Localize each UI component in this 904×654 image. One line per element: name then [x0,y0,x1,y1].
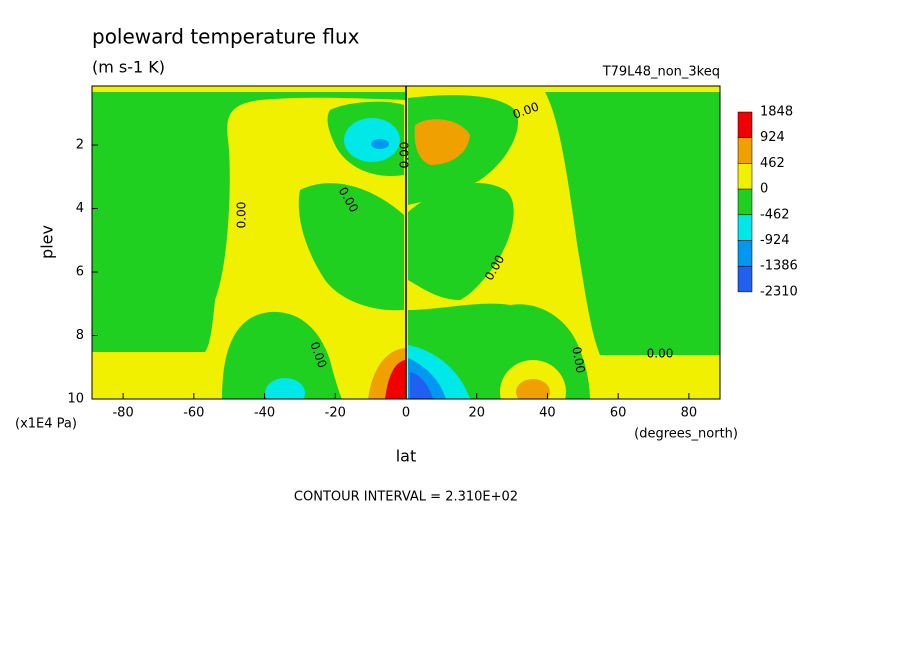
contour-field [92,86,720,399]
region [92,92,405,352]
region [410,372,433,399]
y-tick-label: 8 [76,328,84,343]
colorbar-label: -2310 [760,284,798,299]
colorbar-box [737,214,753,241]
region [298,183,404,311]
contour-label: 0.00 [235,202,249,229]
region [545,92,720,355]
colorbar-box [737,188,753,216]
colorbar-box [737,137,753,164]
colorbar-label: 924 [760,130,785,145]
y-tick-label: 6 [76,265,84,280]
x-tick-label: 40 [539,406,556,421]
region [408,183,514,300]
chart-title: poleward temperature flux [92,25,360,49]
y-tick-label: 2 [76,138,84,153]
colorbar-label: 1848 [760,105,793,120]
colorbar-label: -924 [760,233,790,248]
footer: CONTOUR INTERVAL = 2.310E+02 [294,490,518,505]
x-tick-label: -60 [183,406,204,421]
x-tick-label: 80 [681,406,698,421]
colorbar-box [737,111,753,138]
x-tick-label: -20 [325,406,346,421]
run-label: T79L48_non_3keq [602,65,720,80]
colorbar-label: -1386 [760,259,798,274]
region [371,139,389,149]
colorbar-box [737,240,753,267]
region [385,360,405,399]
colorbar-label: 462 [760,156,785,171]
contour-label: 0.00 [647,347,674,361]
colorbar-label: 0 [760,182,768,197]
region [516,379,550,399]
region [265,378,305,399]
x-unit: (degrees_north) [634,427,738,442]
subtitle: (m s-1 K) [92,58,165,77]
y-axis-label: plev [38,225,57,259]
contour-label: 0.00 [398,142,412,169]
x-tick-label: -80 [112,406,133,421]
x-tick-label: 60 [610,406,627,421]
contour-labels: 0.00 0.00 0.00 0.00 0.00 0.00 0.00 0.00 [235,99,674,374]
region [414,119,470,165]
y-unit: (x1E4 Pa) [15,417,77,432]
colorbar-box [737,265,753,293]
y-tick-label: 10 [67,392,84,407]
x-tick-label: 20 [468,406,485,421]
contour-label: 0.00 [569,346,587,375]
colorbar-box [737,163,753,190]
x-tick-label: 0 [402,406,410,421]
colorbar-label: -462 [760,207,790,222]
x-axis-label: lat [396,447,417,466]
x-tick-label: -40 [254,406,275,421]
y-tick-label: 4 [76,201,84,216]
region [344,118,400,162]
region [222,311,342,399]
